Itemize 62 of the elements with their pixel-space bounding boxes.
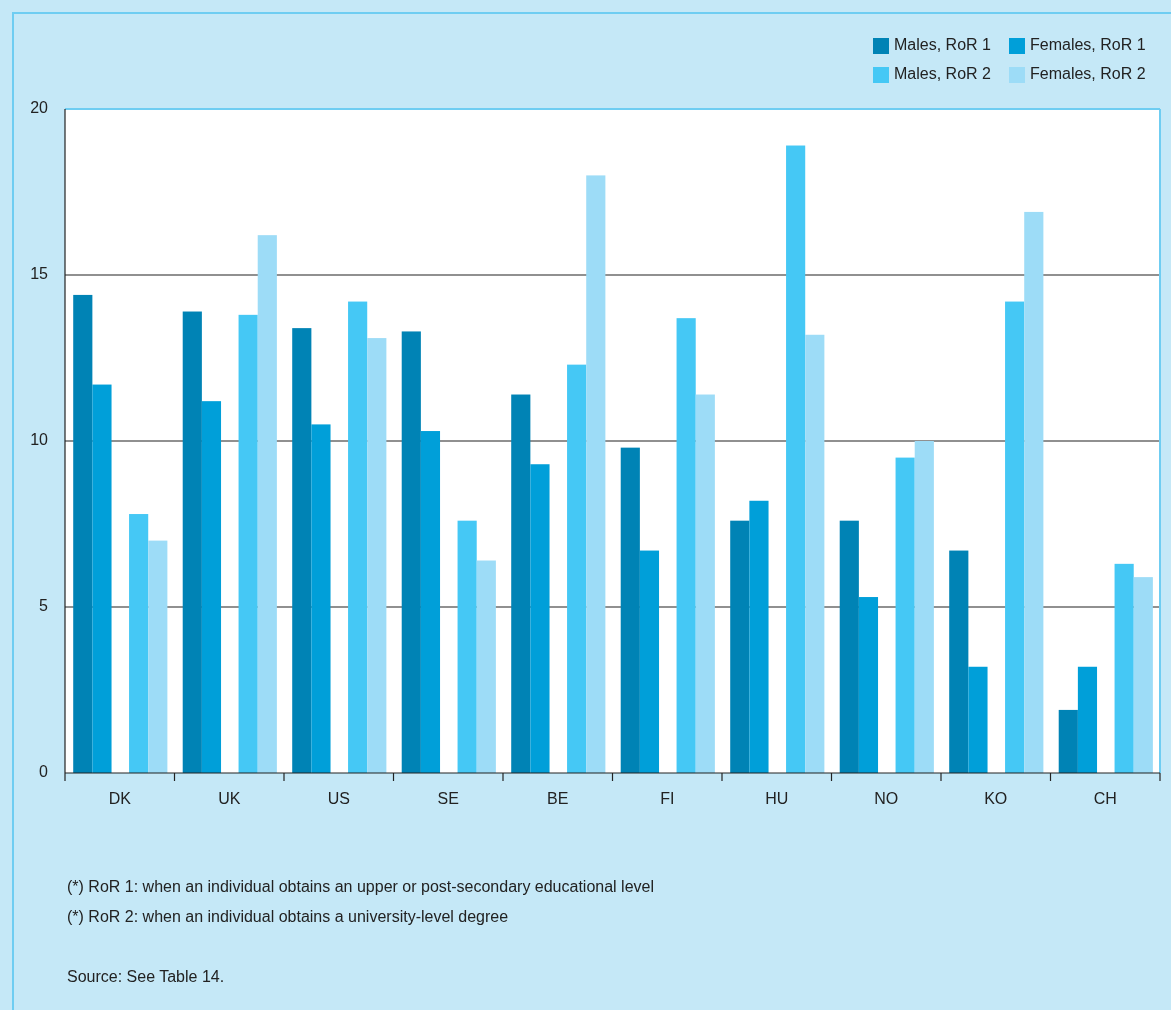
bar — [1005, 301, 1025, 773]
bar — [348, 301, 368, 773]
x-tick-label: SE — [437, 790, 459, 808]
y-tick-label: 15 — [30, 265, 49, 283]
bar — [367, 338, 387, 773]
text: (*) RoR 1: when an individual obtains an upper or post-secondary educational level — [67, 878, 655, 896]
bar — [148, 540, 168, 773]
source-note: Source: See Table 14. — [67, 968, 225, 986]
x-tick-label: NO — [874, 790, 899, 808]
x-tick-label: UK — [218, 790, 241, 808]
y-tick-label: 0 — [39, 763, 49, 781]
bar — [1077, 666, 1098, 773]
x-tick-label: FI — [660, 790, 675, 808]
bar — [567, 364, 587, 773]
bar — [129, 514, 149, 773]
bar — [92, 384, 112, 773]
bar — [201, 401, 222, 773]
bar — [257, 235, 277, 773]
bar — [786, 145, 806, 773]
y-tick-label: 10 — [30, 431, 49, 449]
bar — [949, 550, 969, 773]
bar — [73, 294, 93, 773]
x-tick-label: US — [327, 790, 350, 808]
bar — [895, 457, 915, 773]
text: (*) RoR 2: when an individual obtains a university-level degree — [67, 908, 509, 926]
bar — [639, 550, 660, 773]
bar — [1133, 577, 1153, 773]
bar — [1114, 563, 1134, 773]
x-tick-label: CH — [1093, 790, 1117, 808]
y-tick-label: 5 — [39, 597, 49, 615]
x-tick-label: DK — [108, 790, 132, 808]
bar — [1024, 211, 1044, 773]
bar — [805, 334, 825, 773]
bar — [968, 666, 988, 773]
y-tick-label: 20 — [30, 99, 49, 117]
x-tick-label: BE — [547, 790, 569, 808]
bar — [238, 314, 258, 773]
legend-label: Females, RoR 1 — [1030, 36, 1146, 54]
bar — [457, 520, 477, 773]
bar — [530, 464, 550, 773]
bar — [839, 520, 859, 773]
bar — [620, 447, 640, 773]
bar — [730, 520, 750, 773]
bar — [476, 560, 496, 773]
bar — [914, 441, 934, 773]
bar — [586, 175, 606, 773]
bar — [420, 431, 441, 773]
x-tick-label: KO — [984, 790, 1008, 808]
bar — [292, 328, 312, 773]
bar — [311, 424, 331, 773]
bar — [182, 311, 202, 773]
x-tick-label: HU — [765, 790, 789, 808]
legend-label: Males, RoR 1 — [894, 36, 992, 54]
bar — [749, 500, 769, 773]
bar — [511, 394, 531, 773]
bar — [1058, 709, 1078, 773]
bar — [401, 331, 421, 773]
legend-label: Males, RoR 2 — [894, 65, 992, 83]
legend-label: Females, RoR 2 — [1030, 65, 1146, 83]
bar — [858, 597, 879, 773]
bar — [676, 318, 696, 773]
bar — [695, 394, 715, 773]
